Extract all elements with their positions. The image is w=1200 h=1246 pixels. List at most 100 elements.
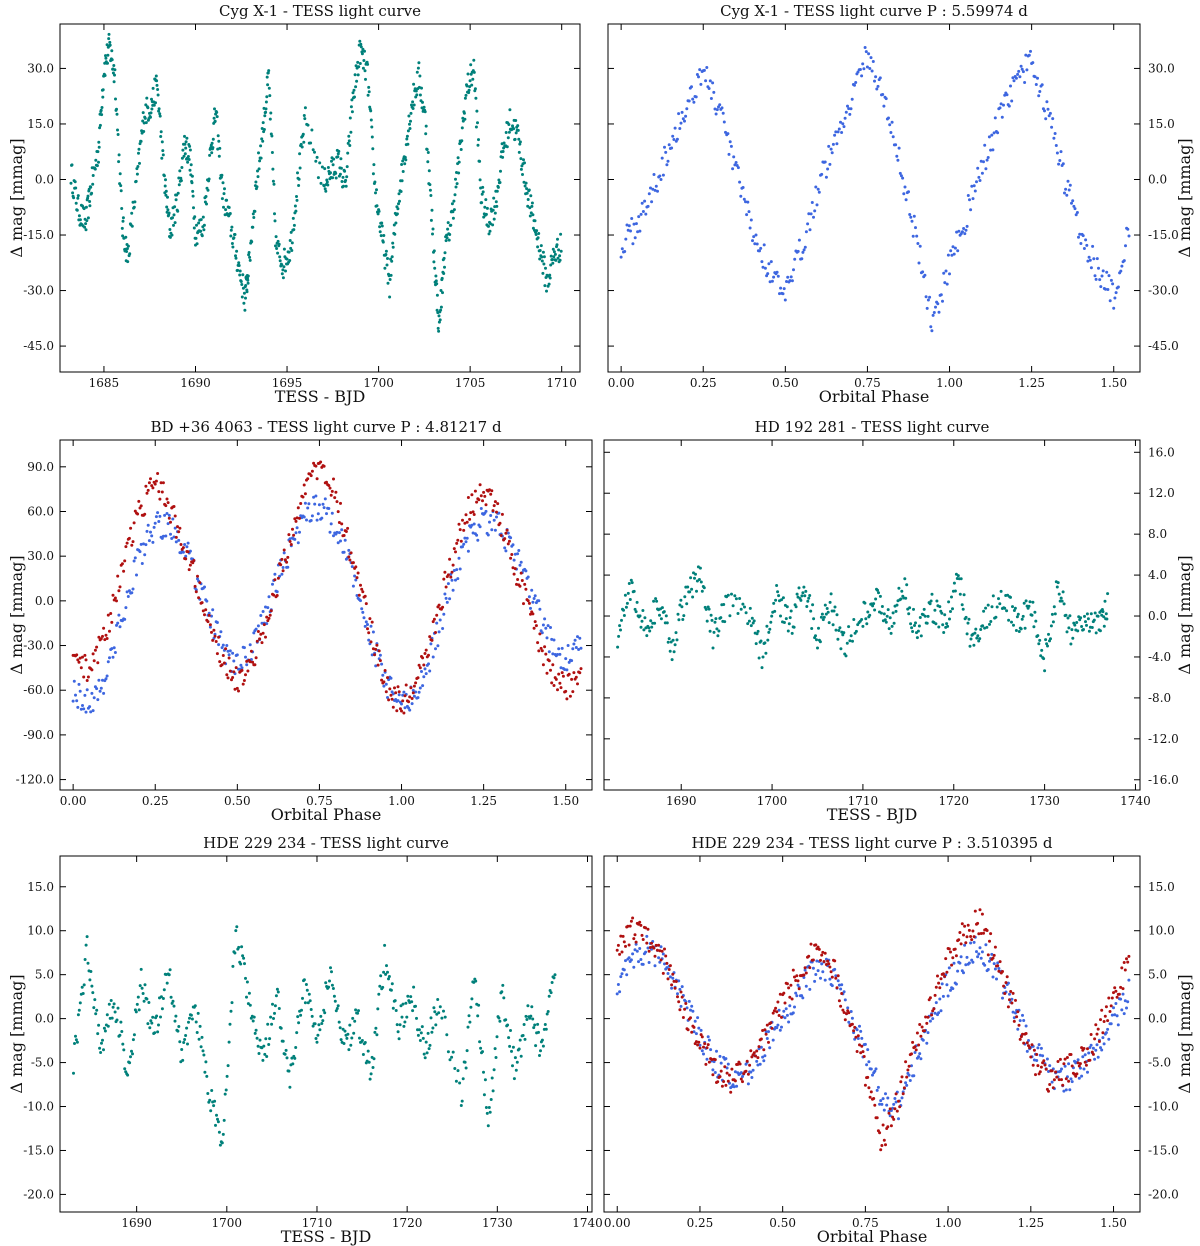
data-point <box>1098 629 1102 633</box>
data-point <box>443 592 447 596</box>
data-point <box>1068 1088 1072 1092</box>
data-point <box>172 213 176 217</box>
data-point <box>254 180 258 184</box>
data-point <box>772 1009 776 1013</box>
data-point <box>746 200 750 204</box>
data-point <box>162 174 166 178</box>
data-point <box>1048 111 1052 115</box>
data-point <box>801 591 805 595</box>
data-point <box>196 1011 200 1015</box>
data-point <box>295 526 299 530</box>
data-point <box>174 535 178 539</box>
data-point <box>330 489 334 493</box>
data-point <box>437 603 441 607</box>
data-point <box>690 1030 694 1034</box>
data-point <box>1070 1080 1074 1084</box>
data-point <box>403 694 407 698</box>
data-point <box>418 666 422 670</box>
data-point <box>280 263 284 267</box>
data-point <box>328 979 331 983</box>
data-point <box>695 73 699 76</box>
data-point <box>318 161 322 165</box>
data-point <box>471 77 475 81</box>
data-point <box>117 153 121 157</box>
data-point <box>1065 1056 1069 1059</box>
data-point <box>1111 282 1115 286</box>
data-point <box>227 1040 231 1044</box>
data-point <box>967 617 971 621</box>
data-point <box>776 1023 780 1027</box>
data-point <box>1091 1046 1095 1050</box>
data-point <box>529 1014 533 1018</box>
data-point <box>235 249 239 253</box>
data-point <box>511 543 515 547</box>
data-point <box>832 609 836 613</box>
data-point <box>323 497 327 501</box>
data-point <box>928 996 932 1000</box>
data-point <box>767 630 771 634</box>
data-point <box>910 219 914 223</box>
data-point <box>808 228 812 232</box>
data-point <box>797 238 801 242</box>
data-point <box>882 1108 886 1112</box>
plot-frame <box>59 855 593 1213</box>
data-point <box>1081 1055 1085 1059</box>
data-point <box>659 945 663 949</box>
data-point <box>780 598 783 602</box>
data-point <box>881 1123 885 1127</box>
data-point <box>348 144 352 147</box>
data-point <box>687 999 691 1003</box>
data-point <box>1126 960 1130 964</box>
data-point <box>82 983 86 987</box>
data-point <box>1079 242 1083 245</box>
data-point <box>949 249 953 253</box>
data-point <box>1093 1037 1097 1041</box>
data-point <box>625 223 629 227</box>
data-point <box>267 1043 271 1046</box>
data-point <box>576 682 579 686</box>
data-point <box>492 217 496 221</box>
data-point <box>135 172 139 176</box>
data-point <box>82 207 86 211</box>
data-point <box>773 609 777 613</box>
data-point <box>543 645 547 649</box>
data-point <box>996 961 1000 965</box>
data-point <box>261 610 265 613</box>
data-point <box>177 538 181 542</box>
data-point <box>1091 1052 1095 1056</box>
data-point <box>409 686 413 690</box>
data-point <box>122 1048 126 1052</box>
data-point <box>203 585 206 589</box>
data-point <box>653 954 657 958</box>
chart-title: HDE 229 234 - TESS light curve P : 3.510… <box>691 834 1052 852</box>
data-point <box>479 507 483 510</box>
data-point <box>1007 104 1011 108</box>
data-point <box>764 1032 768 1036</box>
data-point <box>334 176 338 180</box>
data-point <box>1094 1048 1098 1052</box>
data-point <box>1064 1088 1068 1092</box>
data-point <box>1000 115 1004 119</box>
data-point <box>553 973 557 977</box>
data-point <box>130 591 134 595</box>
data-point <box>478 1040 482 1044</box>
data-point <box>995 605 999 609</box>
data-point <box>197 221 201 225</box>
data-point <box>671 976 675 980</box>
data-point <box>950 963 954 967</box>
data-point <box>1086 259 1090 263</box>
data-point <box>680 110 684 114</box>
data-point <box>71 191 75 195</box>
data-point <box>407 700 411 704</box>
data-point <box>873 79 876 83</box>
data-point <box>221 181 225 185</box>
data-point <box>273 578 277 582</box>
data-point <box>535 229 539 233</box>
data-point <box>515 1060 519 1064</box>
data-point <box>261 631 265 635</box>
data-point <box>243 962 246 966</box>
data-point <box>570 659 574 663</box>
data-point <box>894 143 898 147</box>
data-point <box>915 636 919 640</box>
data-point <box>123 559 127 563</box>
